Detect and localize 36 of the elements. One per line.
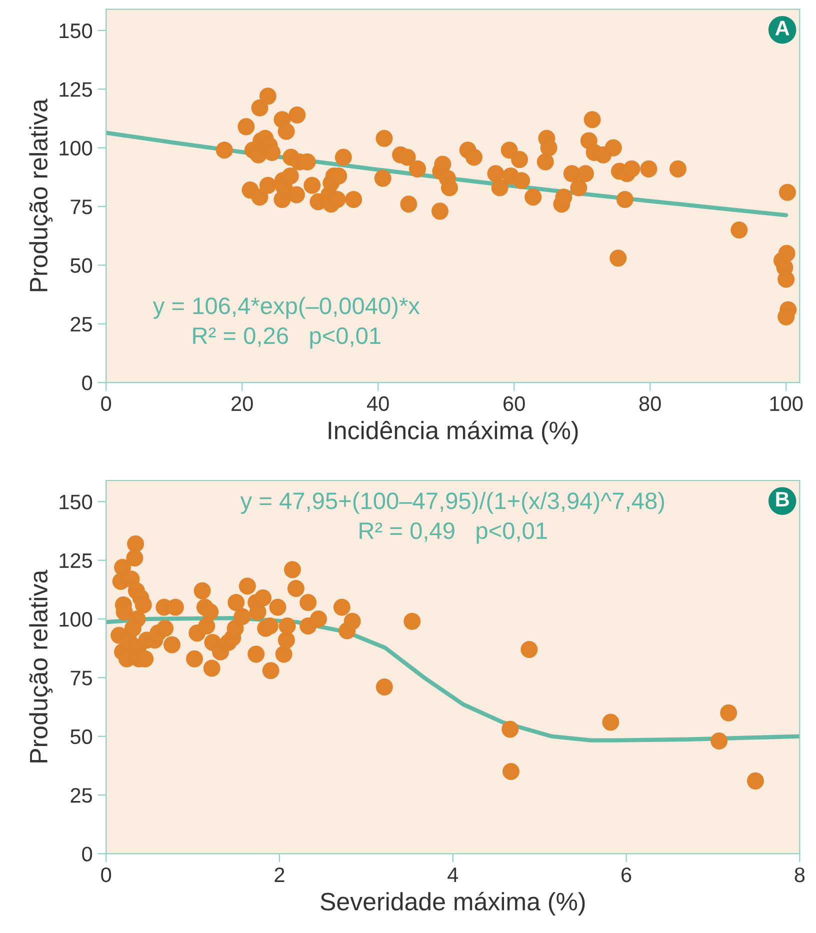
y-tick-label: 75 [70,670,92,686]
x-tick-label: 4 [448,868,458,882]
annotation: R² = 0,26 p<0,01 [193,327,380,349]
x-tick-label: 8 [794,867,805,882]
x-tick-label: 100 [770,396,803,412]
y-tick-label: 25 [70,788,92,803]
y-tick-label: 75 [70,200,92,214]
y-tick-label: 125 [60,553,92,568]
y-tick-label: 150 [60,23,92,38]
annotation: B [776,492,789,506]
x-axis-title: Severidade máxima (%) [320,892,585,916]
y-tick-label: 150 [60,494,92,510]
y-tick-label: 0 [82,376,92,390]
y-tick-label: 100 [60,140,92,156]
line-series [106,130,788,218]
x-axis-title: Incidência máxima (%) [328,420,578,444]
y-tick-label: 50 [70,729,92,744]
annotation: R² = 0,49 p<0,01 [360,522,547,544]
y-tick-label: 50 [70,258,92,273]
x-tick-label: 20 [232,396,253,412]
y-axis-title: Produção relativa [29,570,53,762]
annotation: y = 106,4*exp(–0,0040)*x [152,296,420,319]
x-tick-label: 6 [622,867,632,882]
x-tick-label: 40 [366,396,389,412]
annotation: A [775,20,790,36]
x-tick-label: 2 [274,867,284,882]
x-tick-label: 0 [101,867,112,882]
y-tick-label: 0 [82,846,92,862]
annotation: y = 47,95+(100–47,95)/(1+(x/3,94)^7,48) [240,492,664,514]
y-tick-label: 125 [60,82,92,97]
x-tick-label: 0 [101,396,112,412]
y-axis-title: Produção relativa [29,98,53,292]
y-tick-label: 25 [70,316,92,332]
x-tick-label: 80 [639,396,661,412]
x-tick-label: 60 [504,396,525,412]
y-tick-label: 100 [60,612,92,627]
